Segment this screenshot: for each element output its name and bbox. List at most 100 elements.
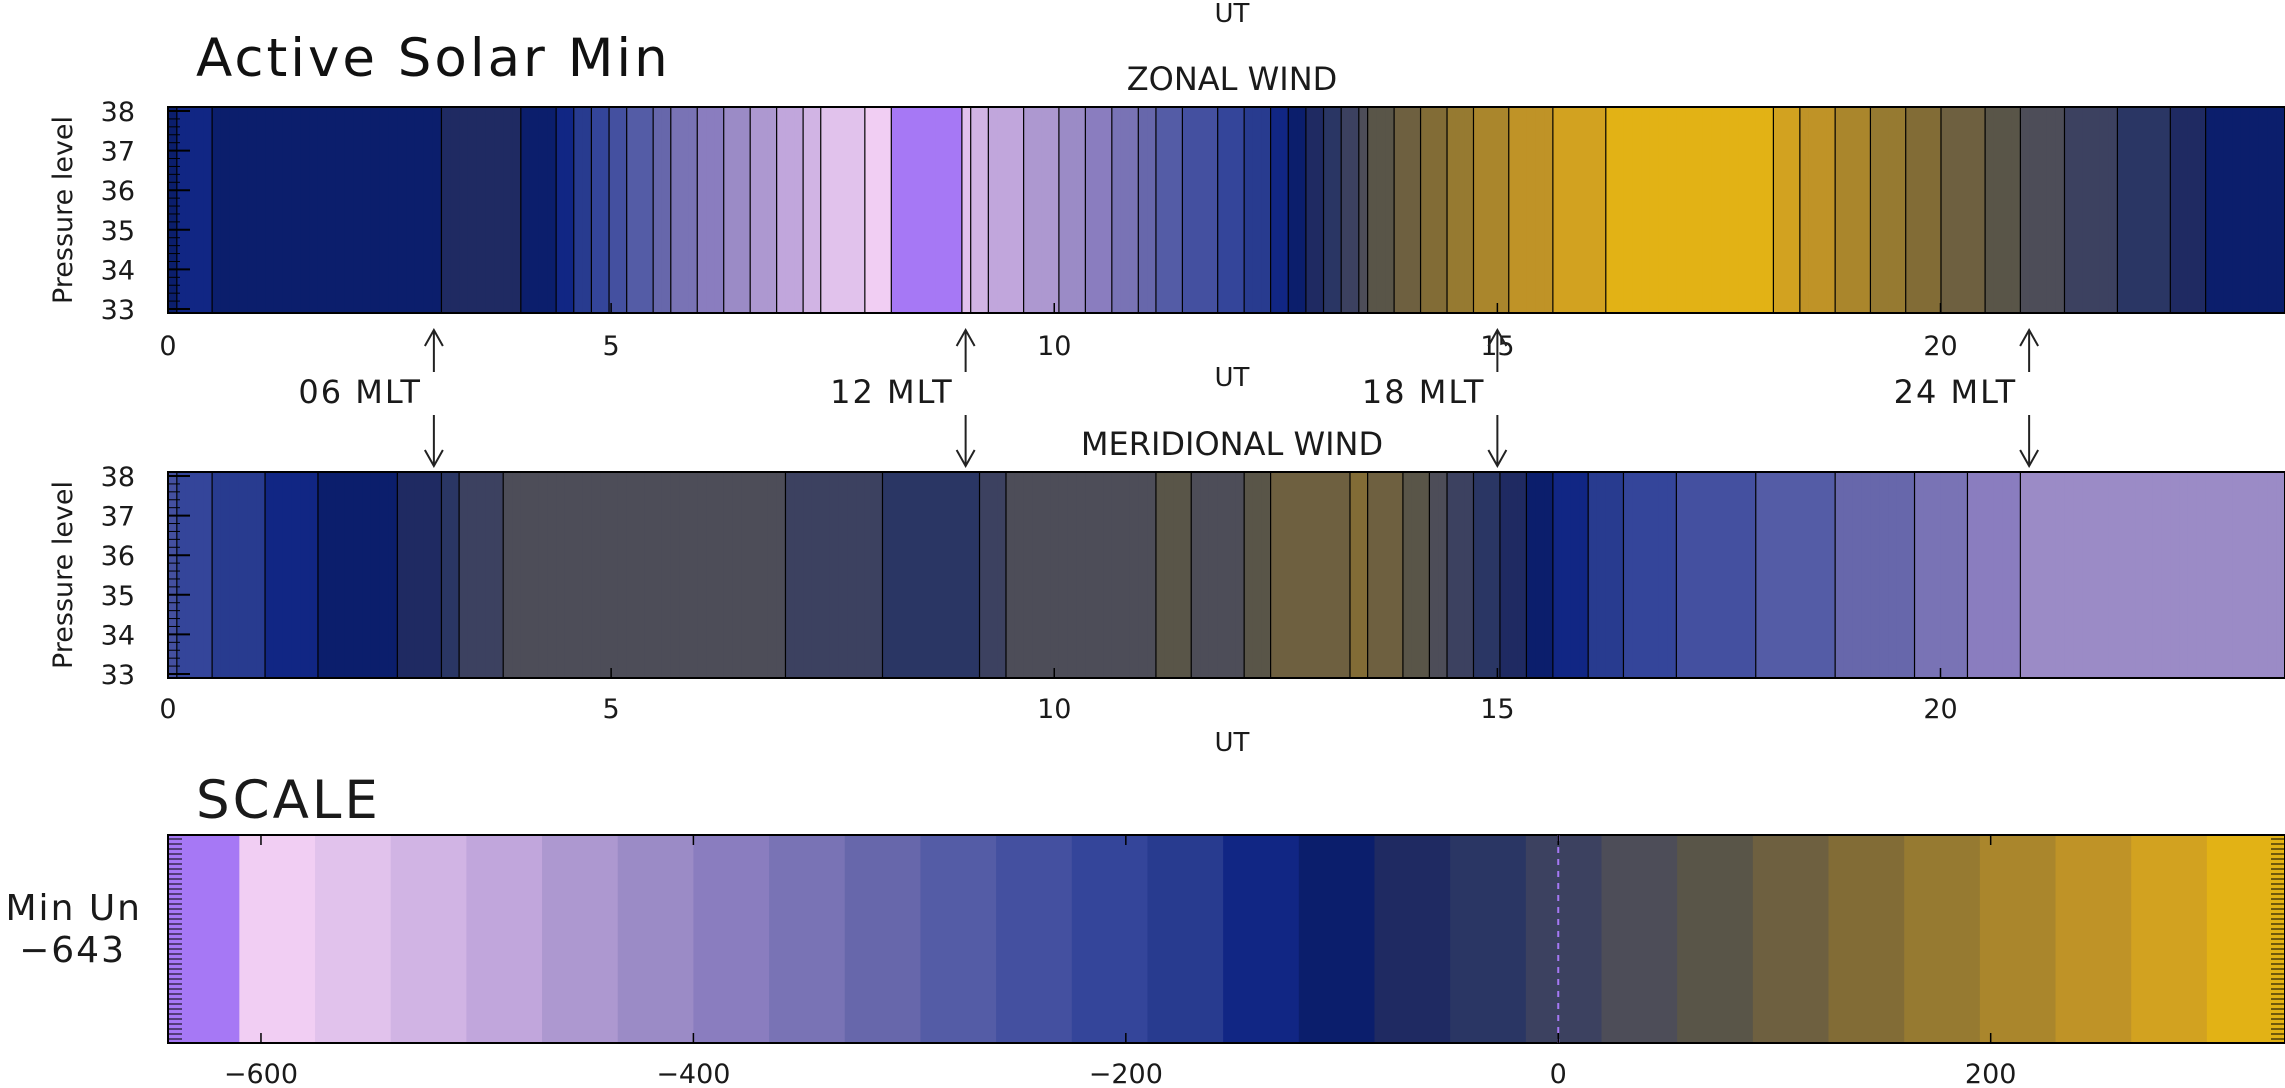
wind-band [265, 107, 275, 313]
wind-band [776, 107, 787, 313]
wind-band [212, 472, 222, 678]
wind-band [1447, 472, 1457, 678]
wind-band [1023, 472, 1034, 678]
wind-band [1341, 472, 1351, 678]
wind-band [282, 107, 293, 313]
wind-band [1349, 107, 1360, 313]
wind-band [732, 107, 743, 313]
wind-band [1861, 472, 1872, 678]
wind-band [1967, 472, 1978, 678]
wind-band [1349, 472, 1360, 678]
wind-band [265, 472, 275, 678]
wind-band [1676, 107, 1686, 313]
wind-band [1155, 472, 1166, 678]
wind-band [644, 472, 654, 678]
wind-band [168, 472, 178, 678]
scale-tick-label: −600 [224, 1059, 298, 1088]
scale-tick-label: 0 [1550, 1059, 1567, 1088]
wind-band [1429, 107, 1439, 313]
x-axis-title: UT [1215, 0, 1250, 29]
wind-band [1041, 107, 1051, 313]
wind-band [767, 472, 778, 678]
wind-band [2082, 107, 2092, 313]
wind-band [900, 107, 910, 313]
wind-band [2117, 472, 2128, 678]
wind-band [547, 472, 557, 678]
wind-band [1076, 107, 1087, 313]
wind-band [370, 472, 381, 678]
wind-band [1032, 472, 1043, 678]
wind-band [1694, 472, 1704, 678]
wind-band [2240, 107, 2251, 313]
wind-band [485, 472, 496, 678]
wind-band [988, 472, 998, 678]
wind-band [847, 107, 857, 313]
wind-band [379, 472, 390, 678]
wind-band [1896, 107, 1907, 313]
mlt-arrow-down-head [2019, 449, 2040, 469]
scale-band [693, 835, 770, 1043]
wind-band [362, 472, 372, 678]
wind-band [961, 107, 972, 313]
wind-band [1323, 472, 1334, 678]
wind-band [997, 107, 1007, 313]
wind-band [1208, 107, 1219, 313]
wind-band [838, 107, 848, 313]
x-tick-label: 20 [1923, 331, 1957, 362]
wind-band [2205, 107, 2216, 313]
wind-band [564, 107, 575, 313]
wind-band [873, 107, 884, 313]
wind-band [1094, 107, 1104, 313]
wind-band [1923, 472, 1933, 678]
wind-band [370, 107, 381, 313]
wind-band [820, 107, 831, 313]
scale-min-value: −643 [19, 930, 126, 971]
wind-band [1623, 107, 1634, 313]
wind-band [670, 107, 681, 313]
wind-band [838, 472, 848, 678]
wind-band [1940, 107, 1951, 313]
wind-band [1535, 107, 1545, 313]
wind-band [794, 472, 804, 678]
wind-band [2073, 107, 2083, 313]
wind-band [1279, 107, 1290, 313]
wind-band [529, 107, 540, 313]
mlt-arrow-down-head [955, 449, 976, 469]
wind-band [494, 472, 504, 678]
wind-band [176, 107, 187, 313]
wind-band [2090, 472, 2101, 678]
mlt-label: 24 MLT [1894, 373, 2017, 411]
wind-band [1147, 472, 1157, 678]
wind-band [653, 107, 663, 313]
wind-band [1164, 107, 1175, 313]
wind-band [1155, 107, 1166, 313]
mlt-label: 12 MLT [830, 373, 953, 411]
wind-band [1455, 472, 1466, 678]
wind-band [1005, 107, 1016, 313]
scale-band [920, 835, 997, 1043]
wind-band [2064, 472, 2075, 678]
wind-band [1826, 107, 1836, 313]
wind-band [1279, 472, 1290, 678]
wind-band [467, 107, 478, 313]
wind-band [2232, 107, 2242, 313]
wind-band [362, 107, 372, 313]
wind-band [344, 472, 355, 678]
wind-band [1526, 107, 1537, 313]
wind-band [2258, 472, 2269, 678]
wind-band [432, 107, 443, 313]
y-tick-label: 33 [101, 295, 135, 326]
wind-band [335, 472, 346, 678]
wind-band [1570, 107, 1581, 313]
scale-ylabel: Min Un [6, 888, 143, 929]
wind-band [891, 472, 901, 678]
wind-band [309, 107, 319, 313]
wind-band [926, 472, 937, 678]
wind-band [1932, 107, 1942, 313]
wind-band [1226, 472, 1237, 678]
wind-band [176, 472, 187, 678]
wind-band [2099, 107, 2110, 313]
wind-band [229, 472, 240, 678]
wind-band [732, 472, 743, 678]
wind-band [185, 472, 196, 678]
